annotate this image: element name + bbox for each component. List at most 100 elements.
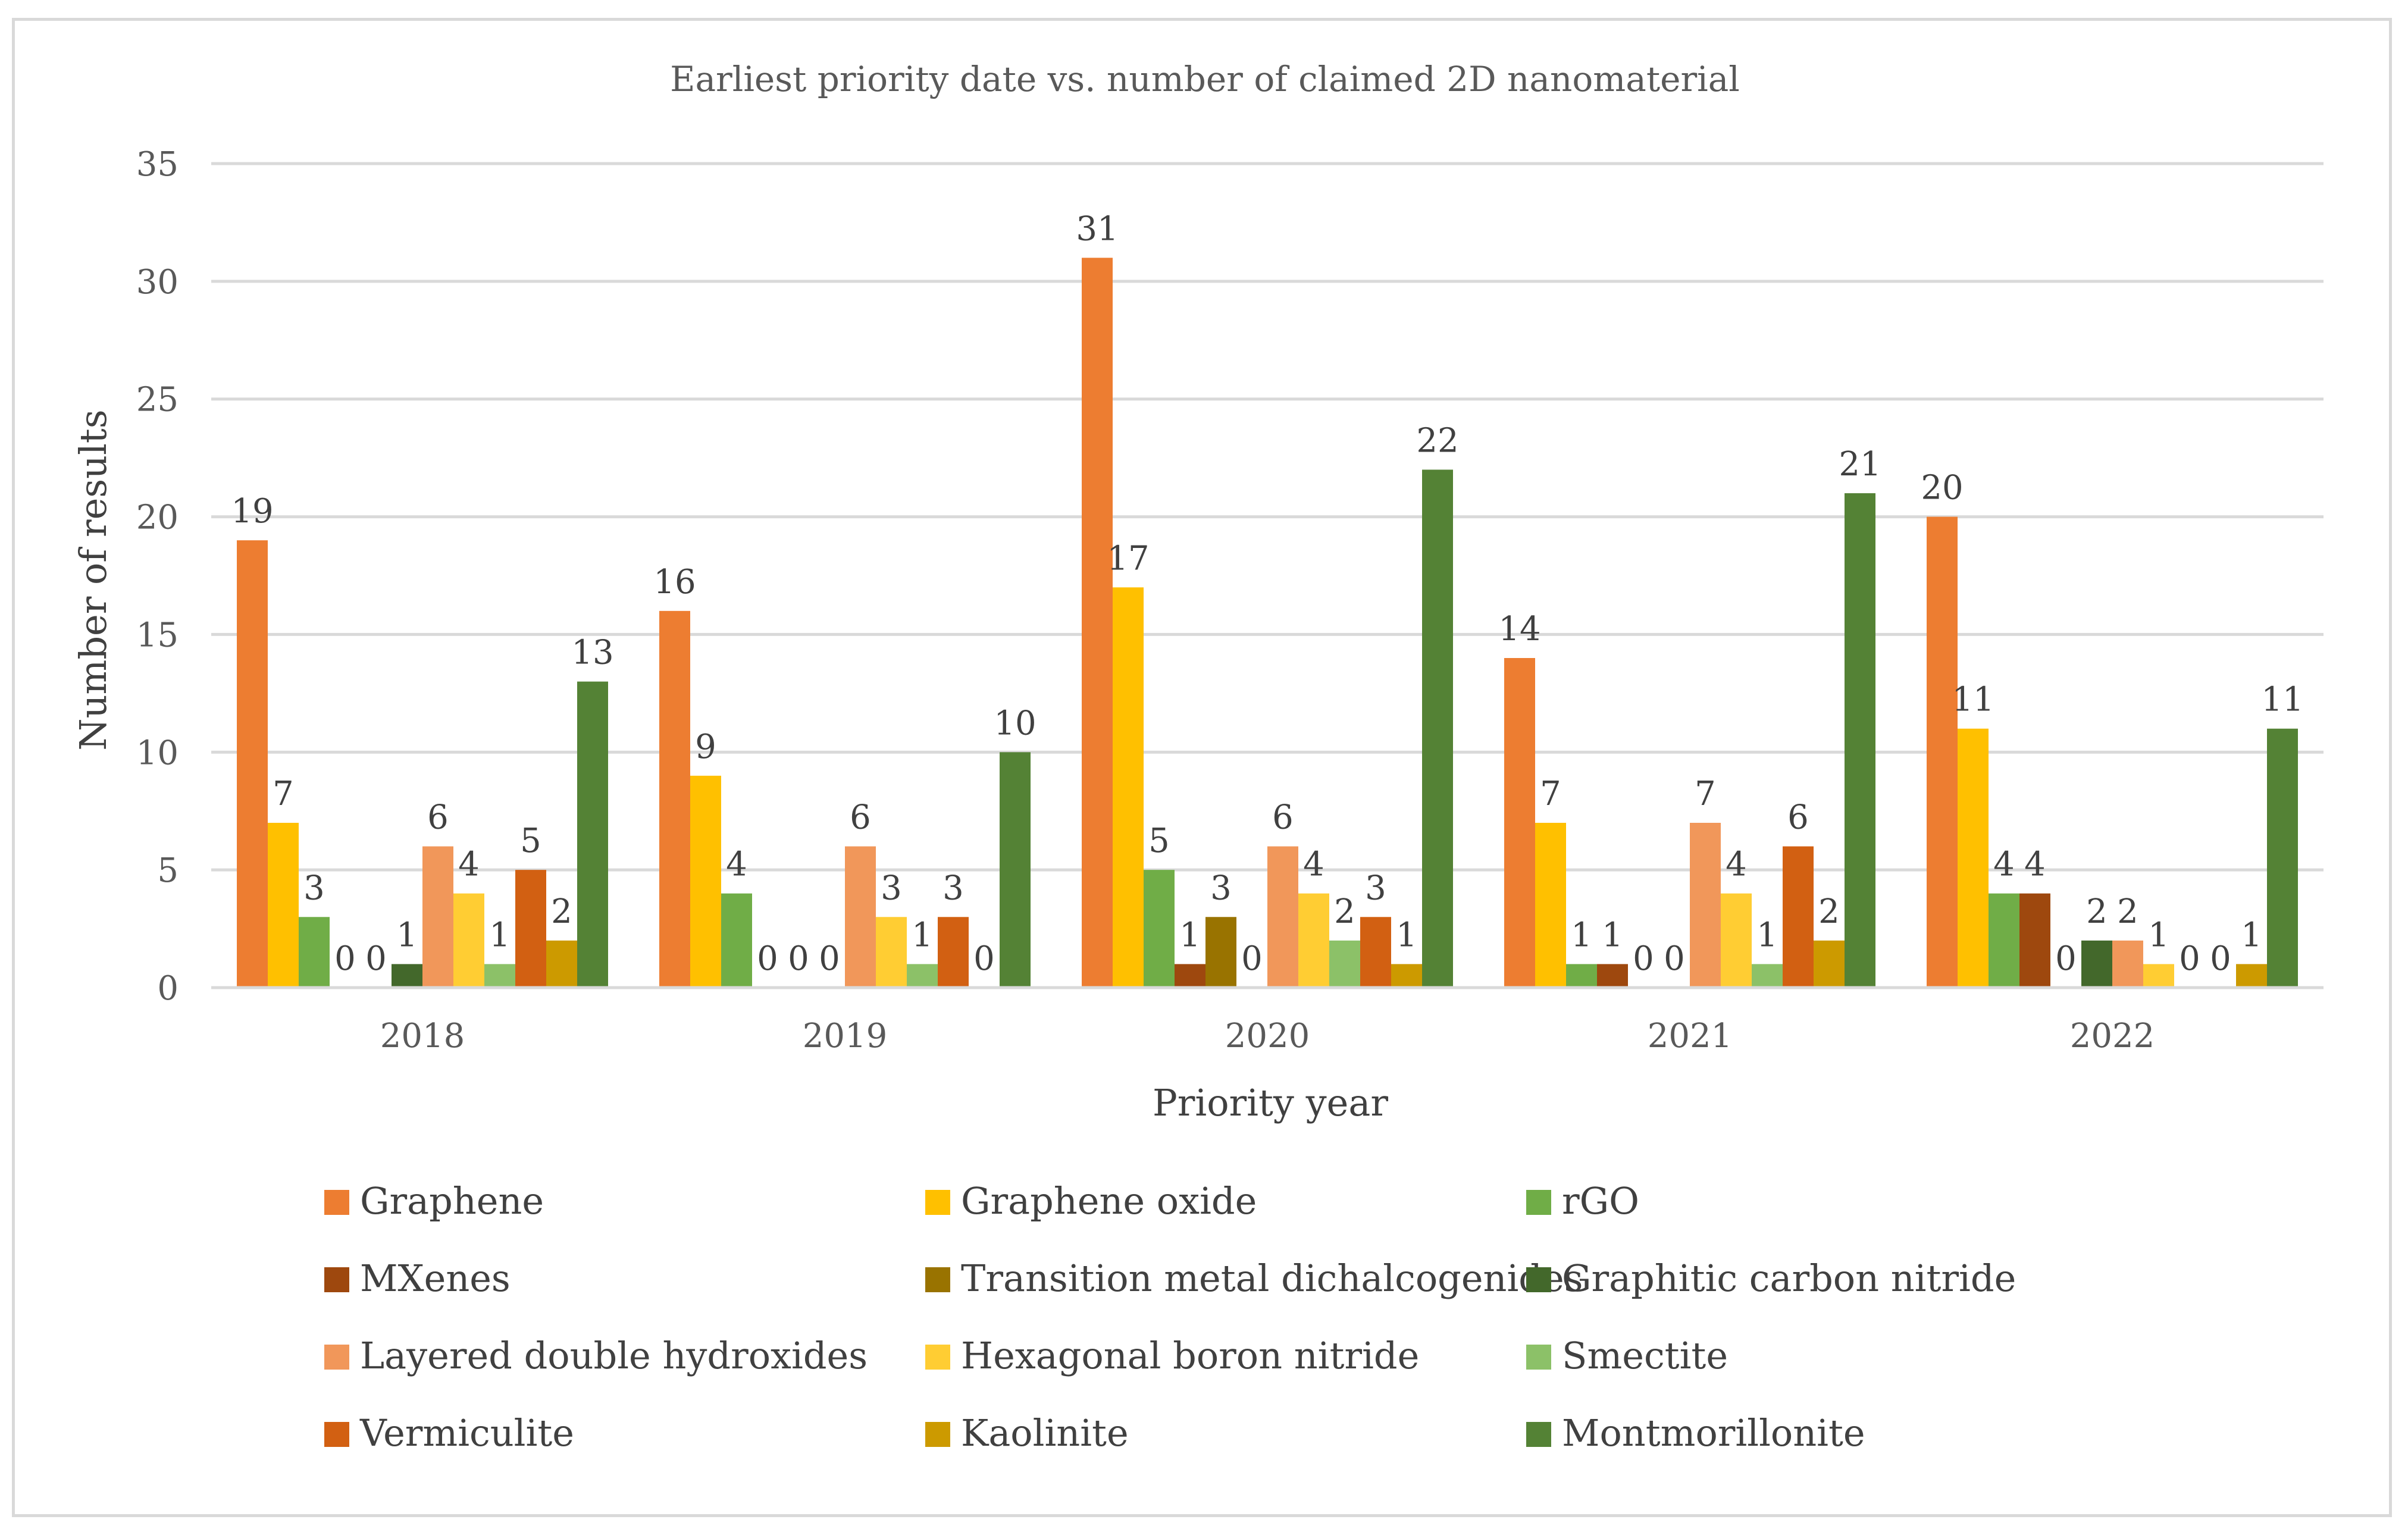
data-label: 6	[427, 798, 449, 837]
data-label: 4	[1303, 845, 1324, 884]
data-label: 7	[1540, 775, 1561, 813]
bar	[845, 846, 876, 988]
y-tick-label: 10	[136, 734, 179, 772]
bar	[876, 917, 907, 988]
legend-item: Layered double hydroxides	[324, 1334, 868, 1377]
bar	[2267, 728, 2298, 988]
data-label: 2	[551, 892, 572, 931]
legend-swatch	[324, 1267, 349, 1292]
data-label: 1	[489, 916, 511, 954]
chart-frame: Earliest priority date vs. number of cla…	[12, 18, 2392, 1517]
data-label: 0	[1241, 939, 1263, 978]
data-label: 0	[1664, 939, 1685, 978]
legend-item: Graphitic carbon nitride	[1526, 1257, 2016, 1300]
data-label: 22	[1416, 421, 1458, 460]
bar	[1958, 728, 1989, 988]
chart-svg: Earliest priority date vs. number of cla…	[71, 59, 2324, 1455]
legend-swatch	[1526, 1190, 1551, 1215]
y-tick-label: 30	[136, 263, 179, 302]
data-label: 11	[1952, 681, 1994, 719]
data-label: 10	[994, 704, 1036, 742]
legend: Graphene Graphene oxide rGO MXenes Transitio…	[324, 1179, 2016, 1455]
x-tick-label: 2020	[1225, 1017, 1310, 1055]
data-label: 0	[788, 939, 809, 978]
data-label: 4	[726, 845, 747, 884]
data-label: 31	[1076, 209, 1118, 248]
bar	[515, 870, 546, 988]
bar	[1690, 823, 1721, 988]
bar	[422, 846, 453, 988]
data-label: 11	[2261, 681, 2303, 719]
data-label: 0	[2055, 939, 2077, 978]
bar	[1144, 870, 1175, 988]
legend-label: Smectite	[1562, 1334, 1728, 1377]
data-label: 16	[653, 563, 696, 601]
legend-label: Graphene	[360, 1179, 544, 1223]
bar	[392, 964, 422, 988]
data-label: 4	[2024, 845, 2046, 884]
legend-label: Vermiculite	[359, 1411, 574, 1455]
bar	[237, 540, 268, 988]
legend-label: Hexagonal boron nitride	[961, 1334, 1419, 1377]
data-label: 4	[1993, 845, 2015, 884]
bar	[1989, 893, 2019, 988]
data-label: 14	[1498, 610, 1540, 648]
legend-item: rGO	[1526, 1179, 1639, 1223]
data-label: 7	[1695, 775, 1716, 813]
legend-label: Graphitic carbon nitride	[1562, 1257, 2016, 1300]
bar	[2019, 893, 2050, 988]
legend-swatch	[925, 1190, 950, 1215]
data-label: 1	[1396, 916, 1417, 954]
bar	[453, 893, 484, 988]
bar	[2081, 940, 2112, 988]
data-label: 1	[1602, 916, 1623, 954]
legend-label: Montmorillonite	[1562, 1411, 1865, 1455]
legend-item: Kaolinite	[925, 1411, 1129, 1455]
data-label: 13	[571, 634, 613, 672]
bar	[1752, 964, 1783, 988]
data-label: 17	[1107, 539, 1149, 578]
bar	[1845, 493, 1875, 988]
legend-swatch	[925, 1422, 950, 1447]
y-tick-label: 0	[157, 969, 179, 1008]
bar	[1205, 917, 1236, 988]
y-axis-title: Number of results	[71, 409, 115, 750]
data-label: 1	[2241, 916, 2262, 954]
bar	[1535, 823, 1566, 988]
legend-label: rGO	[1562, 1179, 1639, 1223]
bar	[1175, 964, 1205, 988]
bar	[546, 940, 577, 988]
bar	[1721, 893, 1752, 988]
legend-item: Vermiculite	[324, 1411, 574, 1455]
x-tick-label: 2019	[803, 1017, 888, 1055]
legend-item: Graphene oxide	[925, 1179, 1257, 1223]
bar	[484, 964, 515, 988]
bar	[1504, 658, 1535, 988]
bar	[1422, 469, 1453, 988]
y-tick-label: 25	[136, 381, 179, 419]
data-label: 2	[1334, 892, 1355, 931]
bar	[577, 681, 608, 988]
legend-item: MXenes	[324, 1257, 511, 1300]
legend-item: Smectite	[1526, 1334, 1728, 1377]
bar	[1927, 516, 1958, 988]
bar	[268, 823, 299, 988]
data-label: 19	[231, 492, 273, 531]
legend-swatch	[925, 1345, 950, 1370]
data-label: 3	[1365, 869, 1386, 907]
y-tick-label: 5	[157, 851, 179, 890]
data-label: 5	[520, 822, 541, 860]
legend-item: Graphene	[324, 1179, 544, 1223]
bar	[1597, 964, 1628, 988]
x-axis-ticks: 2018 2019 2020 2021 2022	[380, 1017, 2155, 1055]
data-label: 3	[1210, 869, 1232, 907]
bar	[1267, 846, 1298, 988]
data-label: 5	[1148, 822, 1170, 860]
bars	[237, 258, 2298, 988]
legend-swatch	[1526, 1422, 1551, 1447]
x-tick-label: 2021	[1648, 1017, 1733, 1055]
data-label: 6	[850, 798, 871, 837]
legend-item: Hexagonal boron nitride	[925, 1334, 1419, 1377]
data-label: 4	[458, 845, 480, 884]
